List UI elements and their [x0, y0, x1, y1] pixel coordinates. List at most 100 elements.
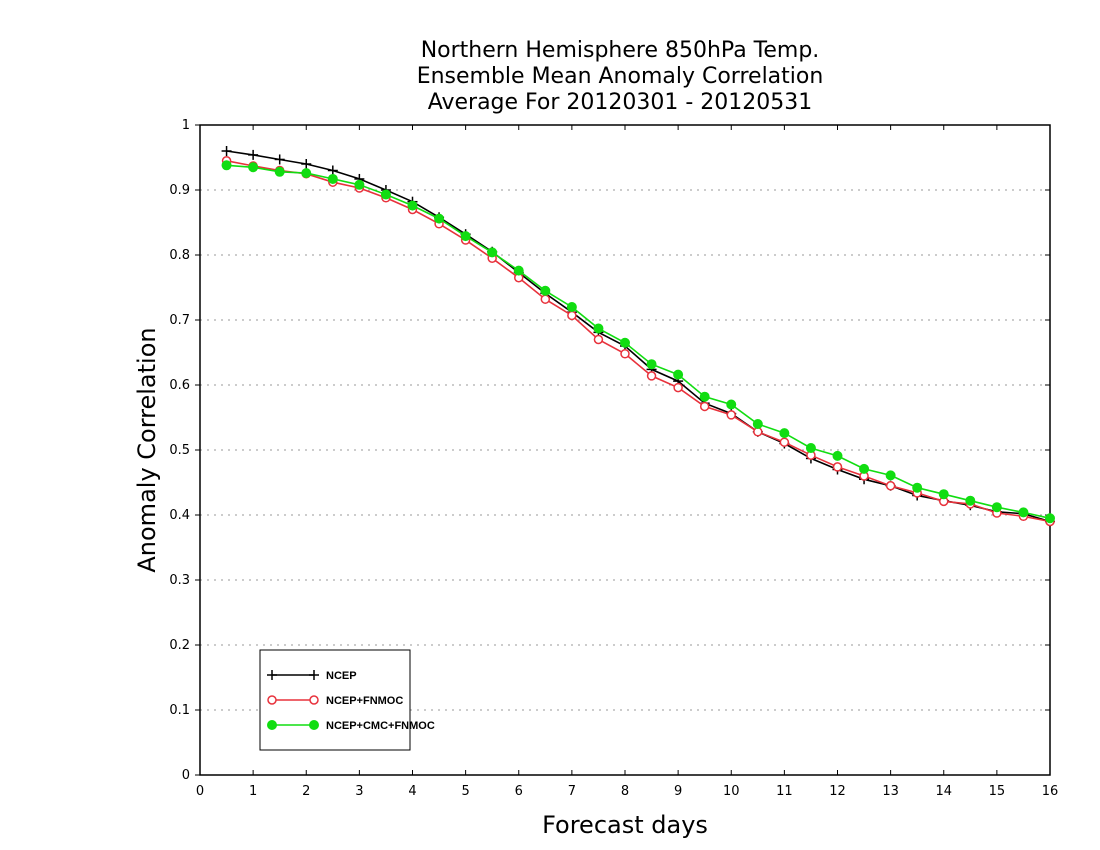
y-tick-label: 0.4 [169, 508, 190, 523]
data-point [407, 200, 418, 211]
data-point [327, 165, 338, 176]
data-point [699, 401, 710, 412]
legend-entry: NCEP [267, 670, 357, 682]
legend-label: NCEP+CMC+FNMOC [326, 720, 435, 732]
series-line [226, 160, 1051, 523]
data-point [301, 159, 312, 169]
y-tick-label: 0 [182, 768, 190, 783]
data-point [805, 443, 816, 454]
x-tick-label: 5 [461, 784, 469, 799]
x-tick-label: 2 [302, 784, 310, 799]
data-point [274, 154, 285, 165]
data-point [779, 437, 790, 447]
legend: NCEP NCEP+FNMOC NCEP+CMC+FNMOC [259, 649, 435, 751]
data-point [327, 173, 338, 184]
x-tick-label: 15 [989, 784, 1006, 799]
series [221, 146, 1055, 527]
series-line [226, 150, 1051, 523]
data-point [380, 189, 391, 200]
data-point [593, 334, 604, 345]
x-tick-label: 14 [935, 784, 952, 799]
y-axis-label: Anomaly Correlation [133, 327, 161, 572]
data-point [274, 166, 285, 177]
data-point [752, 419, 763, 429]
series-ncep-cmc-fnmoc [221, 160, 1055, 524]
data-point [301, 168, 312, 179]
x-tick-label: 3 [355, 784, 363, 799]
legend-swatch-marker [309, 695, 319, 705]
x-tick-label: 12 [829, 784, 846, 799]
data-point [965, 495, 976, 506]
data-point [699, 391, 710, 402]
y-tick-label: 0.9 [169, 183, 190, 198]
gridlines [200, 189, 1050, 711]
x-tick-label: 7 [568, 784, 576, 799]
legend-entry: NCEP+FNMOC [267, 695, 403, 707]
y-tick-label: 0.2 [169, 638, 190, 653]
legend-swatch-marker [309, 720, 319, 730]
x-tick-label: 9 [674, 784, 682, 799]
data-point [540, 294, 551, 304]
series-ncep-fnmoc [221, 156, 1055, 527]
y-tick-label: 0.8 [169, 248, 190, 263]
data-point [248, 149, 259, 160]
data-point [1018, 507, 1029, 518]
data-point [885, 481, 896, 491]
x-tick-label: 0 [196, 784, 204, 799]
axis-ticks: 00.10.20.30.40.50.60.70.80.910 1 2 3 4 5 6 7 8 9 1… [169, 118, 1058, 799]
chart-title: Northern Hemisphere 850hPa Temp.Ensemble… [417, 38, 824, 115]
legend-entry: NCEP+CMC+FNMOC [267, 720, 435, 732]
y-tick-label: 0.3 [169, 573, 190, 588]
chart-title-line: Ensemble Mean Anomaly Correlation [417, 64, 824, 89]
data-point [460, 231, 471, 242]
data-point [912, 482, 923, 493]
legend-swatch-marker [267, 720, 277, 730]
legend-label: NCEP [326, 670, 357, 682]
x-tick-label: 10 [723, 784, 740, 799]
x-tick-label: 11 [776, 784, 793, 799]
x-tick-label: 1 [249, 784, 257, 799]
data-point [673, 369, 684, 380]
chart-title-line: Northern Hemisphere 850hPa Temp. [421, 38, 820, 63]
series-line [226, 164, 1051, 520]
data-point [487, 247, 498, 258]
data-point [991, 502, 1002, 513]
data-point [673, 382, 683, 393]
x-tick-label: 4 [408, 784, 416, 799]
data-point [593, 323, 604, 334]
legend-swatch-marker [309, 670, 319, 680]
legend-label: NCEP+FNMOC [326, 695, 403, 707]
x-tick-label: 16 [1042, 784, 1059, 799]
y-tick-label: 0.1 [169, 703, 190, 718]
series-ncep [221, 146, 1055, 527]
y-tick-label: 0.7 [169, 313, 190, 328]
legend-swatch-marker [267, 695, 277, 705]
data-point [885, 470, 896, 481]
x-axis-label: Forecast days [542, 811, 708, 839]
y-tick-label: 1 [182, 118, 190, 133]
data-point [646, 371, 657, 381]
data-point [1045, 513, 1055, 524]
data-point [566, 302, 577, 312]
data-point [938, 489, 949, 500]
data-point [832, 462, 843, 472]
data-point [540, 285, 551, 296]
chart-title-line: Average For 20120301 - 20120531 [428, 90, 813, 115]
data-point [567, 310, 577, 321]
data-point [646, 359, 657, 370]
x-tick-label: 6 [515, 784, 523, 799]
data-point [859, 463, 870, 474]
data-point [726, 399, 737, 410]
data-point [832, 450, 843, 461]
data-point [221, 160, 232, 171]
data-point [221, 146, 232, 156]
data-point [248, 162, 259, 173]
data-point [620, 337, 630, 348]
legend-swatch-marker [267, 670, 277, 680]
y-tick-label: 0.5 [169, 443, 190, 458]
data-point [726, 410, 736, 420]
data-point [434, 213, 445, 224]
data-point [354, 179, 365, 190]
data-point [779, 428, 790, 439]
